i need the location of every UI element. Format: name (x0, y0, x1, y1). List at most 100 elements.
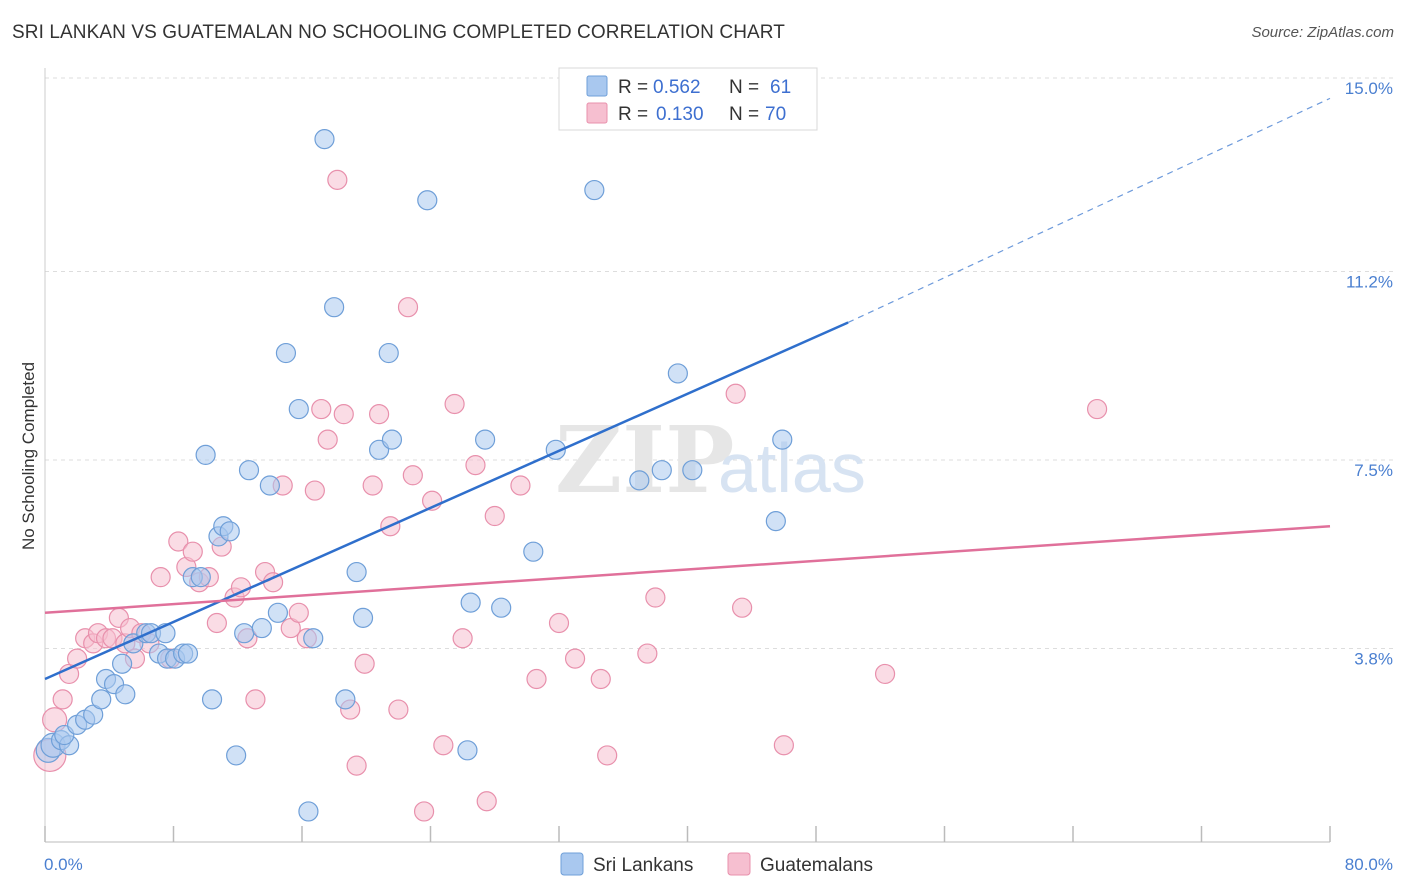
sri-lankan-point (475, 429, 496, 450)
legend-n-value-2: 70 (765, 104, 786, 125)
sri-lankan-point (226, 745, 247, 766)
sri-lankan-point (765, 511, 786, 532)
tick-labels: 3.8% 7.5% 11.2% 15.0% 0.0% 80.0% (44, 79, 1393, 874)
sri-lankan-point (259, 475, 280, 496)
guatemalan-point (590, 668, 611, 690)
guatemalan-point (317, 429, 338, 450)
sri-lankan-point (682, 460, 703, 481)
sri-lankan-point (238, 460, 260, 481)
guatemalan-point (327, 169, 348, 190)
y-axis-label: No Schooling Completed (19, 362, 38, 550)
bottom-legend-swatch-pink (727, 852, 751, 876)
sri-lankan-point (275, 342, 297, 364)
sri-lankan-point (177, 643, 199, 664)
guatemalan-point (311, 398, 332, 420)
source-label: Source: ZipAtlas.com (1251, 24, 1394, 41)
sri-lankan-point (378, 342, 399, 364)
guatemalan-point (637, 643, 658, 664)
legend-swatch-blue (586, 75, 608, 97)
sri-lankan-point (629, 470, 650, 491)
sri-lankan-point (417, 190, 438, 211)
legend-swatch-pink (586, 102, 608, 124)
guatemalan-point (484, 505, 505, 527)
sri-lankans-trend-extension (847, 97, 1331, 324)
guatemalan-point (150, 567, 171, 588)
legend-n-label-2: N = (729, 104, 759, 125)
sri-lankan-point (201, 689, 223, 710)
grid-lines (45, 77, 1395, 649)
sri-lankan-point (314, 129, 335, 150)
guatemalan-point (564, 648, 586, 669)
legend-box: R = 0.562 N = 61 R = 0.130 N = 70 (558, 67, 818, 131)
x-tick-label-max: 80.0% (1345, 855, 1393, 874)
guatemalan-point (874, 663, 896, 685)
sri-lankan-point (190, 567, 211, 588)
sri-lankan-point (298, 801, 319, 822)
guatemalan-point (1086, 398, 1108, 420)
bottom-legend-swatch-blue (560, 852, 584, 876)
sri-lankan-point (267, 602, 289, 623)
axes (44, 68, 1331, 843)
legend-r-label-2: R = (618, 104, 648, 125)
guatemalan-point (413, 801, 435, 822)
sri-lankan-point (324, 297, 345, 318)
guatemalan-point (354, 653, 375, 674)
sri-lankan-point (523, 541, 544, 562)
guatemalan-point (548, 612, 570, 634)
legend-r-label-1: R = (618, 77, 648, 98)
sri-lankans-points (35, 129, 793, 822)
guatemalan-point (452, 628, 473, 649)
sri-lankan-point (115, 684, 136, 705)
sri-lankan-point (111, 653, 133, 674)
guatemalan-point (433, 735, 454, 756)
x-tick-label-min: 0.0% (44, 855, 83, 874)
chart-title: SRI LANKAN VS GUATEMALAN NO SCHOOLING CO… (12, 22, 785, 43)
guatemalan-point (773, 735, 794, 756)
legend-n-value-1: 61 (770, 77, 791, 98)
sri-lankan-point (219, 521, 240, 542)
guatemalan-point (444, 393, 465, 415)
guatemalan-point (526, 668, 547, 690)
guatemalan-point (402, 465, 423, 486)
y-tick-label: 15.0% (1345, 79, 1393, 98)
sri-lankan-point (667, 363, 688, 384)
sri-lankan-point (335, 689, 356, 710)
sri-lankan-point (460, 592, 481, 613)
guatemalans-trend-line (44, 524, 1331, 615)
guatemalan-point (476, 791, 497, 812)
guatemalan-point (397, 297, 419, 318)
guatemalan-point (52, 689, 73, 710)
sri-lankans-trend-line (44, 321, 849, 681)
sri-lankan-point (457, 740, 478, 761)
sri-lankan-point (584, 179, 605, 201)
sri-lankan-point (352, 607, 374, 628)
guatemalan-point (304, 480, 325, 501)
bottom-legend-label-guatemalans: Guatemalans (760, 855, 873, 876)
guatemalan-point (206, 612, 227, 634)
guatemalan-point (597, 745, 618, 766)
sri-lankan-point (491, 597, 512, 618)
guatemalan-point (362, 475, 383, 496)
sri-lankan-point (251, 617, 272, 639)
guatemalan-point (725, 383, 746, 404)
y-tick-label: 3.8% (1354, 649, 1393, 668)
trend-lines (44, 97, 1331, 681)
sri-lankan-point (91, 689, 112, 710)
guatemalan-point (346, 755, 367, 776)
y-tick-label: 7.5% (1354, 461, 1393, 480)
sri-lankan-point (195, 444, 216, 466)
watermark-zip: ZIP (555, 406, 734, 514)
guatemalan-point (168, 531, 189, 552)
guatemalan-point (732, 597, 753, 618)
guatemalan-point (182, 541, 203, 562)
sri-lankan-point (234, 623, 255, 644)
sri-lankan-point (651, 460, 672, 481)
bottom-legend-label-sri-lankans: Sri Lankans (593, 855, 693, 876)
guatemalan-point (645, 587, 666, 608)
sri-lankan-point (381, 429, 403, 450)
sri-lankan-point (303, 628, 324, 649)
sri-lankan-point (288, 398, 309, 420)
guatemalan-point (369, 404, 390, 425)
guatemalan-point (288, 602, 309, 623)
